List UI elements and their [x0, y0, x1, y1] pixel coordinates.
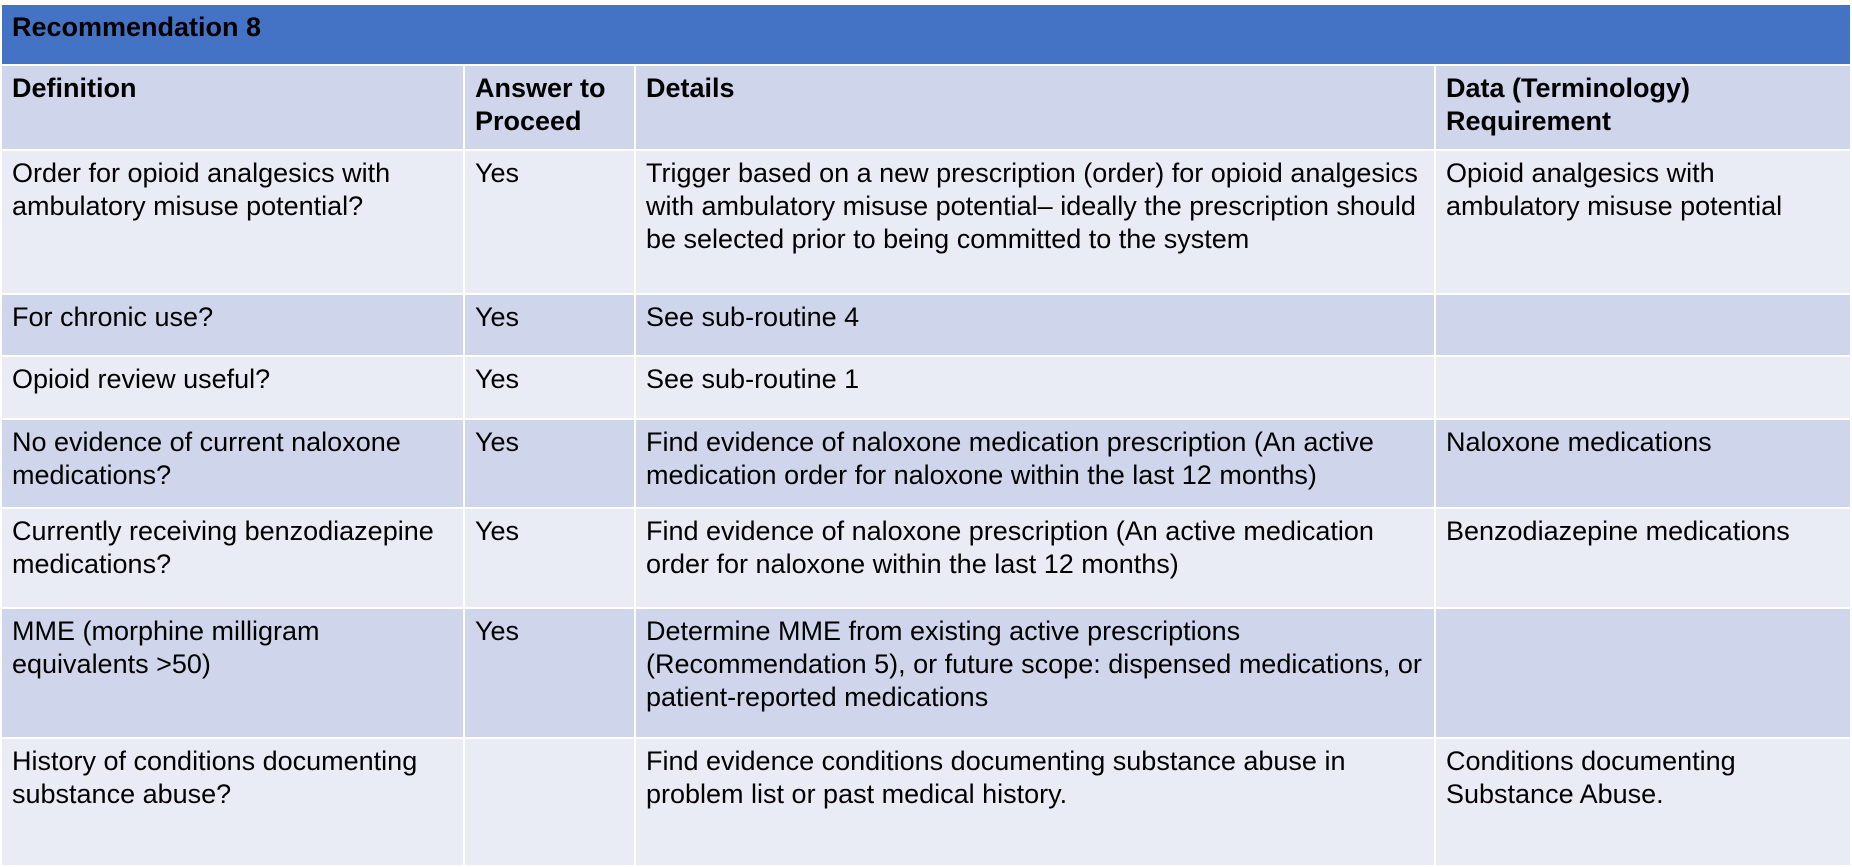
- cell-data-requirement: [1436, 357, 1850, 420]
- table-row: History of conditions documenting substa…: [2, 739, 1850, 867]
- header-row: Definition Answer to Proceed Details Dat…: [2, 66, 1850, 151]
- cell-definition: History of conditions documenting substa…: [2, 739, 465, 867]
- cell-details: See sub-routine 1: [636, 357, 1436, 420]
- table-row: Order for opioid analgesics with ambulat…: [2, 151, 1850, 295]
- table-row: Currently receiving benzodiazepine medic…: [2, 509, 1850, 609]
- cell-answer: Yes: [465, 357, 636, 420]
- cell-data-requirement: [1436, 295, 1850, 357]
- table-row: No evidence of current naloxone medicati…: [2, 420, 1850, 509]
- cell-details: See sub-routine 4: [636, 295, 1436, 357]
- cell-answer: Yes: [465, 295, 636, 357]
- cell-definition: No evidence of current naloxone medicati…: [2, 420, 465, 509]
- cell-data-requirement: [1436, 609, 1850, 739]
- cell-definition: MME (morphine milligram equivalents >50): [2, 609, 465, 739]
- table-row: For chronic use? Yes See sub-routine 4: [2, 295, 1850, 357]
- cell-answer: Yes: [465, 609, 636, 739]
- cell-details: Find evidence of naloxone prescription (…: [636, 509, 1436, 609]
- cell-answer: Yes: [465, 420, 636, 509]
- table-row: Opioid review useful? Yes See sub-routin…: [2, 357, 1850, 420]
- title-row: Recommendation 8: [2, 5, 1850, 66]
- cell-answer: Yes: [465, 509, 636, 609]
- table-row: MME (morphine milligram equivalents >50)…: [2, 609, 1850, 739]
- cell-answer: Yes: [465, 151, 636, 295]
- table-title: Recommendation 8: [2, 5, 1850, 66]
- cell-data-requirement: Opioid analgesics with ambulatory misuse…: [1436, 151, 1850, 295]
- recommendation-table: Recommendation 8 Definition Answer to Pr…: [2, 5, 1850, 867]
- cell-definition: For chronic use?: [2, 295, 465, 357]
- cell-definition: Currently receiving benzodiazepine medic…: [2, 509, 465, 609]
- cell-answer: [465, 739, 636, 867]
- header-details: Details: [636, 66, 1436, 151]
- header-data-requirement: Data (Terminology) Requirement: [1436, 66, 1850, 151]
- header-answer: Answer to Proceed: [465, 66, 636, 151]
- cell-details: Determine MME from existing active presc…: [636, 609, 1436, 739]
- cell-definition: Opioid review useful?: [2, 357, 465, 420]
- cell-data-requirement: Benzodiazepine medications: [1436, 509, 1850, 609]
- cell-data-requirement: Conditions documenting Substance Abuse.: [1436, 739, 1850, 867]
- cell-details: Find evidence of naloxone medication pre…: [636, 420, 1436, 509]
- slide: Recommendation 8 Definition Answer to Pr…: [2, 5, 1850, 867]
- cell-definition: Order for opioid analgesics with ambulat…: [2, 151, 465, 295]
- cell-data-requirement: Naloxone medications: [1436, 420, 1850, 509]
- header-definition: Definition: [2, 66, 465, 151]
- cell-details: Find evidence conditions documenting sub…: [636, 739, 1436, 867]
- cell-details: Trigger based on a new prescription (ord…: [636, 151, 1436, 295]
